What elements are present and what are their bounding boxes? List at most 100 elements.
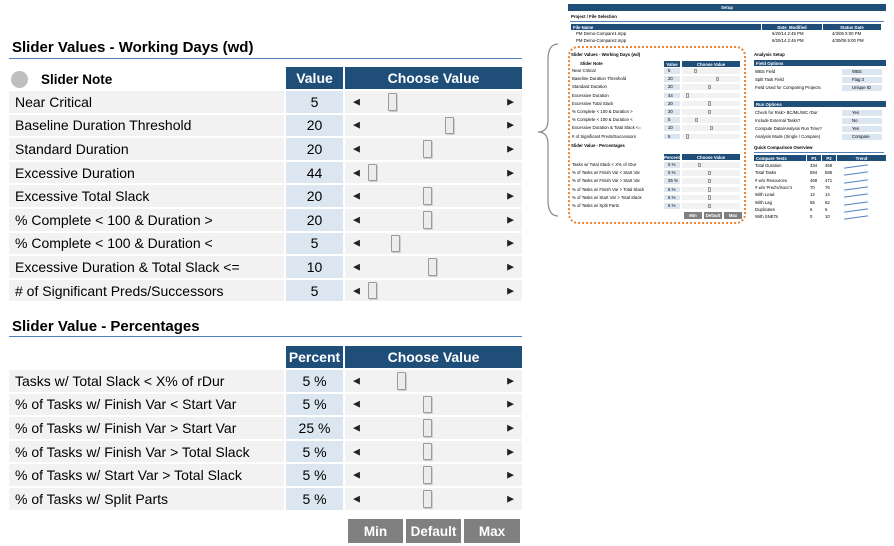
thumb-wd-value-cell	[664, 84, 680, 90]
slider-left-arrow-icon[interactable]: ◀	[353, 422, 360, 433]
date-modified-header: Date_Modified	[762, 24, 822, 30]
slider-left-arrow-icon[interactable]: ◀	[353, 398, 360, 409]
slider-right-arrow-icon[interactable]: ▶	[507, 143, 514, 154]
field-row-label: Split Task Field	[755, 77, 784, 82]
slider-left-arrow-icon[interactable]: ◀	[353, 143, 360, 154]
pct-value: 25 %	[286, 417, 343, 439]
wd-slider[interactable]: ◀ ▶	[345, 161, 522, 184]
thumb-pct-label: Tasks w/ Total Slack < X% of rDur	[572, 162, 637, 167]
slider-thumb[interactable]	[368, 281, 378, 300]
compare-row-label: # w/o Pred's/Succ's	[755, 184, 793, 190]
slider-right-arrow-icon[interactable]: ▶	[507, 493, 514, 504]
pct-value: 5 %	[286, 488, 343, 510]
thumb-wd-value-cell	[664, 68, 680, 74]
slider-left-arrow-icon[interactable]: ◀	[353, 167, 360, 178]
slider-thumb[interactable]	[390, 234, 400, 253]
wd-slider[interactable]: ◀ ▶	[345, 279, 522, 302]
slider-left-arrow-icon[interactable]: ◀	[353, 469, 360, 480]
field-row-value-cell	[842, 69, 882, 75]
slider-thumb[interactable]	[422, 211, 432, 229]
slider-thumb[interactable]	[427, 258, 437, 276]
max-button[interactable]: Max	[464, 519, 520, 543]
slider-right-arrow-icon[interactable]: ▶	[507, 214, 514, 225]
compare-row-p2: 62	[825, 199, 830, 205]
wd-slider[interactable]: ◀ ▶	[345, 138, 522, 160]
slider-left-arrow-icon[interactable]: ◀	[353, 237, 360, 248]
slider-left-arrow-icon[interactable]: ◀	[353, 214, 360, 225]
slider-thumb[interactable]	[422, 466, 432, 484]
slider-right-arrow-icon[interactable]: ▶	[507, 285, 514, 296]
slider-left-arrow-icon[interactable]: ◀	[353, 446, 360, 457]
compare-row-label: Total Duration	[755, 163, 782, 168]
slider-right-arrow-icon[interactable]: ▶	[507, 167, 514, 178]
slider-thumb[interactable]	[396, 372, 406, 390]
pct-slider[interactable]: ◀ ▶	[345, 488, 522, 510]
pct-slider[interactable]: ◀ ▶	[345, 370, 522, 392]
slider-thumb[interactable]	[422, 140, 432, 158]
pct-slider[interactable]: ◀ ▶	[345, 440, 522, 463]
slider-left-arrow-icon[interactable]: ◀	[353, 285, 360, 296]
wd-value: 20	[286, 138, 343, 160]
slider-right-arrow-icon[interactable]: ▶	[507, 398, 514, 409]
wd-slider[interactable]: ◀ ▶	[345, 209, 522, 231]
slider-left-arrow-icon[interactable]: ◀	[353, 375, 360, 386]
wd-slider[interactable]: ◀ ▶	[345, 185, 522, 207]
compare-row-label: Total Tasks	[755, 170, 777, 176]
thumb-wd-value-cell	[664, 133, 680, 140]
pct-row: Tasks w/ Total Slack < X% of rDur 5 % ◀ ▶	[0, 370, 522, 392]
default-button[interactable]: Default	[406, 519, 461, 543]
pct-slider[interactable]: ◀ ▶	[345, 464, 522, 486]
thumb-pct-value: 25 %	[668, 178, 678, 184]
slider-right-arrow-icon[interactable]: ▶	[507, 446, 514, 457]
p2-header: P2	[822, 155, 836, 161]
thumb-pct-value: 5 %	[668, 186, 676, 192]
slider-right-arrow-icon[interactable]: ▶	[507, 96, 514, 107]
slider-thumb[interactable]	[422, 442, 432, 461]
pct-slider[interactable]: ◀ ▶	[345, 393, 522, 416]
thumb-percent-header: Percent	[664, 154, 680, 160]
slider-thumb[interactable]	[368, 163, 378, 182]
slider-right-arrow-icon[interactable]: ▶	[507, 261, 514, 272]
compare-row-label: Duplicates	[755, 206, 776, 212]
thumb-wd-value: 5	[668, 68, 671, 73]
slider-left-arrow-icon[interactable]: ◀	[353, 190, 360, 201]
thumb-wd-slider	[682, 92, 740, 99]
wd-row: % Complete < 100 & Duration >20 ◀ ▶	[0, 209, 522, 231]
slider-right-arrow-icon[interactable]: ▶	[507, 237, 514, 248]
slider-right-arrow-icon[interactable]: ▶	[507, 375, 514, 386]
thumb-wd-label: Standard Duration	[572, 84, 607, 90]
thumb-wd-slider	[682, 109, 740, 115]
slider-thumb[interactable]	[445, 116, 455, 135]
thumb-max-button: Max	[724, 212, 742, 219]
wd-slider[interactable]: ◀ ▶	[345, 91, 522, 113]
thumb-wd-slider-thumb	[707, 84, 711, 90]
thumb-pct-slider	[682, 170, 740, 176]
wd-slider[interactable]: ◀ ▶	[345, 256, 522, 278]
slider-left-arrow-icon[interactable]: ◀	[353, 493, 360, 504]
slider-left-arrow-icon[interactable]: ◀	[353, 261, 360, 272]
compare-row-p1: 12	[810, 192, 815, 198]
slider-left-arrow-icon[interactable]: ◀	[353, 96, 360, 107]
compare-row-p1: 0	[810, 214, 813, 220]
run-row-label: Check for Risk> BC/ML/WC rDur	[755, 110, 818, 115]
slider-thumb[interactable]	[388, 93, 398, 111]
slider-right-arrow-icon[interactable]: ▶	[507, 190, 514, 201]
file-2-status: 4/30/06 5:00 PM	[832, 38, 864, 43]
slider-thumb[interactable]	[422, 395, 432, 414]
thumb-pct-slider-thumb	[697, 162, 701, 167]
slider-right-arrow-icon[interactable]: ▶	[507, 119, 514, 130]
compare-row-p2: 458	[825, 163, 833, 168]
slider-thumb[interactable]	[422, 490, 432, 508]
slider-right-arrow-icon[interactable]: ▶	[507, 422, 514, 433]
slider-thumb[interactable]	[422, 187, 432, 205]
slider-left-arrow-icon[interactable]: ◀	[353, 119, 360, 130]
thumb-wd-value: 44	[668, 92, 673, 98]
wd-slider[interactable]: ◀ ▶	[345, 114, 522, 137]
min-button[interactable]: Min	[348, 519, 403, 543]
wd-row: Baseline Duration Threshold 20 ◀ ▶	[0, 114, 522, 137]
thumb-pct-value-cell	[664, 203, 680, 209]
wd-slider[interactable]: ◀ ▶	[345, 232, 522, 255]
slider-right-arrow-icon[interactable]: ▶	[507, 469, 514, 480]
slider-thumb[interactable]	[422, 419, 432, 437]
pct-slider[interactable]: ◀ ▶	[345, 417, 522, 439]
